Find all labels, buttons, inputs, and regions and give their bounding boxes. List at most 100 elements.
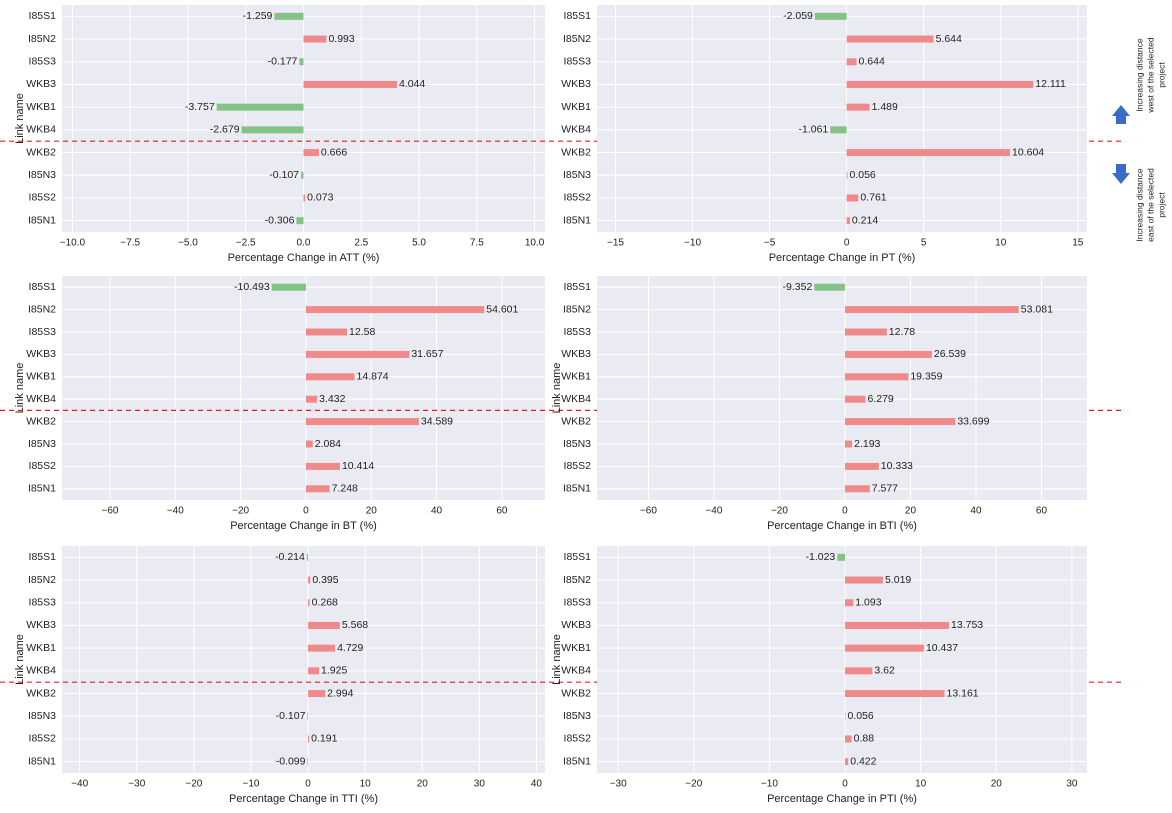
y-tick-label: WKB4 (26, 124, 56, 136)
bar (847, 104, 870, 111)
value-label: -2.059 (783, 10, 813, 22)
x-tick-label: −20 (685, 779, 702, 790)
y-tick-label: I85N3 (28, 710, 56, 722)
value-label: -1.259 (243, 10, 273, 22)
y-tick-label: I85S3 (564, 597, 592, 609)
bar (845, 645, 924, 652)
value-label: 10.333 (881, 460, 913, 472)
value-label: 0.214 (852, 214, 878, 226)
value-label: 2.084 (315, 438, 341, 450)
y-tick-label: I85N3 (563, 169, 591, 181)
y-tick-label: WKB3 (561, 619, 591, 631)
x-tick-label: 0 (305, 779, 311, 790)
bar (845, 418, 955, 425)
value-label: -0.177 (268, 56, 298, 68)
y-tick-label: I85N1 (28, 483, 56, 495)
x-tick-label: 30 (1066, 779, 1078, 790)
x-tick-label: −30 (610, 779, 627, 790)
y-tick-label: I85S2 (29, 192, 57, 204)
x-tick-label: −7.5 (120, 238, 140, 249)
value-label: 7.248 (332, 483, 358, 495)
y-tick-label: I85S3 (29, 56, 57, 68)
y-tick-label: WKB1 (26, 642, 56, 654)
bar (845, 306, 1019, 313)
x-tick-label: 20 (991, 779, 1003, 790)
value-label: 0.395 (312, 574, 338, 586)
value-label: 3.62 (874, 665, 895, 677)
x-tick-label: 10 (995, 238, 1007, 249)
y-tick-label: WKB4 (26, 393, 56, 405)
bar (847, 36, 934, 43)
value-label: 14.874 (357, 371, 389, 383)
bar (242, 126, 304, 133)
y-tick-label: WKB1 (561, 101, 591, 113)
y-tick-label: I85N1 (563, 755, 591, 767)
x-tick-label: −40 (167, 506, 184, 517)
value-label: -1.061 (798, 124, 828, 136)
y-tick-label: I85N3 (28, 169, 56, 181)
value-label: 5.019 (885, 574, 911, 586)
value-label: -3.757 (185, 101, 215, 113)
x-tick-label: 60 (496, 506, 508, 517)
value-label: 6.279 (868, 393, 894, 405)
bar (815, 13, 847, 20)
bar (830, 126, 846, 133)
value-label: 53.081 (1021, 303, 1053, 315)
bar (301, 172, 303, 179)
y-tick-label: WKB2 (561, 687, 591, 699)
x-tick-label: −60 (102, 506, 119, 517)
x-tick-label: 0 (842, 779, 848, 790)
bar (306, 351, 409, 358)
value-label: 0.073 (307, 192, 333, 204)
value-label: 13.753 (951, 619, 983, 631)
bar (217, 104, 304, 111)
y-tick-label: I85N2 (28, 574, 56, 586)
x-tick-label: 2.5 (354, 238, 368, 249)
value-label: -10.493 (234, 281, 270, 293)
bar (308, 690, 325, 697)
value-label: 5.568 (342, 619, 368, 631)
bar (308, 758, 309, 765)
x-tick-label: 10 (915, 779, 927, 790)
y-tick-label: I85S1 (29, 281, 57, 293)
bar (845, 735, 852, 742)
y-tick-label: WKB2 (26, 687, 56, 699)
y-tick-label: I85N3 (563, 438, 591, 450)
value-label: 26.539 (934, 348, 966, 360)
bar (272, 284, 306, 291)
bar (306, 329, 347, 336)
bar (306, 396, 317, 403)
bar (845, 373, 908, 380)
bar (299, 58, 303, 65)
value-label: 4.729 (337, 642, 363, 654)
y-axis-title: Link name (14, 634, 26, 685)
bar (845, 577, 883, 584)
value-label: 4.044 (399, 78, 425, 90)
y-tick-label: I85N2 (28, 303, 56, 315)
y-tick-label: WKB3 (26, 348, 56, 360)
x-tick-label: −10 (242, 779, 259, 790)
bar (306, 373, 355, 380)
value-label: -9.352 (783, 281, 813, 293)
bar (845, 329, 887, 336)
value-label: 12.78 (889, 326, 915, 338)
y-tick-label: I85S2 (564, 460, 592, 472)
value-label: -2.679 (210, 124, 240, 136)
y-tick-label: I85S3 (564, 56, 592, 68)
annotation-east: Increasing distance east of the selected… (1112, 164, 1166, 242)
bar (304, 36, 327, 43)
x-tick-label: 40 (970, 506, 982, 517)
value-label: 0.056 (849, 169, 875, 181)
bar (304, 81, 397, 88)
value-label: 31.657 (411, 348, 443, 360)
y-tick-label: I85N1 (563, 483, 591, 495)
value-label: -0.099 (276, 755, 306, 767)
y-tick-label: I85N3 (28, 438, 56, 450)
value-label: 2.193 (854, 438, 880, 450)
bar (306, 485, 330, 492)
bar (845, 758, 848, 765)
y-tick-label: WKB3 (561, 78, 591, 90)
bar (274, 13, 303, 20)
